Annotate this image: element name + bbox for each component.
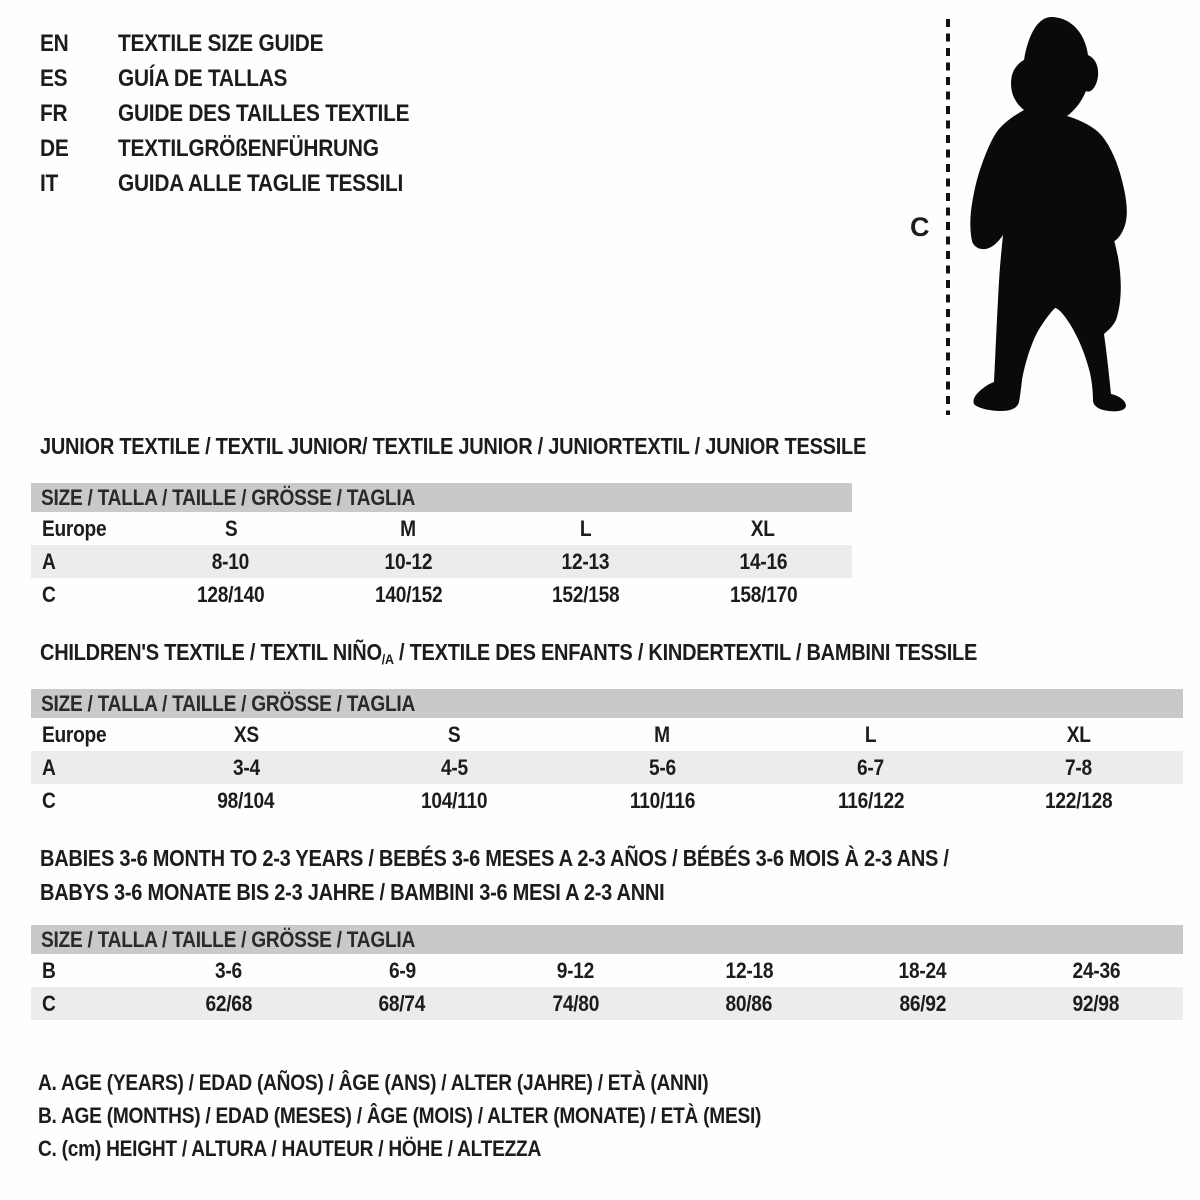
size-cell: 6-9 — [388, 957, 416, 983]
size-cell: 24-36 — [1072, 957, 1121, 983]
size-cell: 92/98 — [1072, 990, 1120, 1016]
row-label: A — [42, 548, 56, 574]
size-cell: 158/170 — [729, 581, 798, 607]
language-row: DE TEXTILGRÖßENFÜHRUNG — [40, 131, 453, 166]
table-row: A 3-4 4-5 5-6 6-7 7-8 — [31, 751, 1183, 784]
size-cell: S — [448, 721, 461, 747]
size-cell: 7-8 — [1065, 754, 1093, 780]
size-cell: XS — [233, 721, 259, 747]
language-code: ES — [40, 64, 68, 92]
row-label: Europe — [42, 721, 107, 747]
language-label: TEXTILGRÖßENFÜHRUNG — [118, 134, 379, 162]
table-row: C 128/140 140/152 152/158 158/170 — [31, 578, 852, 611]
size-cell: L — [864, 721, 877, 747]
size-cell: 18-24 — [898, 957, 947, 983]
babies-size-table: SIZE / TALLA / TAILLE / GRÖSSE / TAGLIA … — [31, 925, 1183, 1020]
size-cell: 86/92 — [899, 990, 947, 1016]
size-cell: 3-6 — [215, 957, 243, 983]
size-cell: M — [654, 721, 671, 747]
size-cell: 104/110 — [421, 787, 488, 813]
language-label: TEXTILE SIZE GUIDE — [118, 29, 324, 57]
footnote-b: B. AGE (MONTHS) / EDAD (MESES) / ÂGE (MO… — [38, 1102, 762, 1128]
language-code: IT — [40, 169, 59, 197]
size-cell: L — [580, 515, 592, 541]
section-title-babies-line2: BABYS 3-6 MONATE BIS 2-3 JAHRE / BAMBINI… — [40, 879, 665, 905]
size-cell: 4-5 — [440, 754, 468, 780]
size-cell: 14-16 — [739, 548, 788, 574]
table-row: Europe S M L XL — [31, 512, 852, 545]
table-row: Europe XS S M L XL — [31, 718, 1183, 751]
language-row: IT GUIDA ALLE TAGLIE TESSILI — [40, 166, 453, 201]
size-cell: 98/104 — [217, 787, 275, 813]
table-row: B 3-6 6-9 9-12 12-18 18-24 24-36 — [31, 954, 1183, 987]
footnote-c: C. (cm) HEIGHT / ALTURA / HAUTEUR / HÖHE… — [38, 1135, 542, 1161]
size-cell: XL — [751, 515, 776, 541]
size-cell: 110/116 — [629, 787, 696, 813]
table-row: C 98/104 104/110 110/116 116/122 122/128 — [31, 784, 1183, 817]
size-cell: 140/152 — [374, 581, 443, 607]
footnote-a: A. AGE (YEARS) / EDAD (AÑOS) / ÂGE (ANS)… — [38, 1069, 709, 1095]
size-cell: 9-12 — [557, 957, 595, 983]
size-cell: 6-7 — [857, 754, 885, 780]
size-cell: M — [400, 515, 417, 541]
table-row: A 8-10 10-12 12-13 14-16 — [31, 545, 852, 578]
size-cell: 128/140 — [197, 581, 265, 607]
size-cell: 12-13 — [561, 548, 610, 574]
size-cell: 62/68 — [205, 990, 253, 1016]
size-table-header: SIZE / TALLA / TAILLE / GRÖSSE / TAGLIA — [31, 689, 1183, 718]
row-label: C — [42, 990, 56, 1016]
row-label: C — [42, 581, 56, 607]
row-label: B — [42, 957, 56, 983]
language-row: ES GUÍA DE TALLAS — [40, 61, 453, 96]
size-cell: XL — [1066, 721, 1091, 747]
footnotes: A. AGE (YEARS) / EDAD (AÑOS) / ÂGE (ANS)… — [38, 1066, 869, 1165]
size-cell: 74/80 — [552, 990, 600, 1016]
toddler-silhouette-icon — [970, 17, 1127, 412]
language-label: GUIDE DES TAILLES TEXTILE — [118, 99, 410, 127]
junior-size-table: SIZE / TALLA / TAILLE / GRÖSSE / TAGLIA … — [31, 483, 852, 611]
language-label: GUIDA ALLE TAGLIE TESSILI — [118, 169, 404, 197]
section-title-junior: JUNIOR TEXTILE / TEXTIL JUNIOR/ TEXTILE … — [40, 433, 867, 459]
table-row: C 62/68 68/74 74/80 80/86 86/92 92/98 — [31, 987, 1183, 1020]
section-title-babies-line1: BABIES 3-6 MONTH TO 2-3 YEARS / BEBÉS 3-… — [40, 845, 949, 871]
size-table-header: SIZE / TALLA / TAILLE / GRÖSSE / TAGLIA — [31, 483, 852, 512]
size-cell: 10-12 — [384, 548, 433, 574]
children-size-table: SIZE / TALLA / TAILLE / GRÖSSE / TAGLIA … — [31, 689, 1183, 817]
height-measure-line — [946, 19, 950, 415]
section-title-children: CHILDREN'S TEXTILE / TEXTIL NIÑO/A / TEX… — [40, 639, 978, 668]
size-table-header: SIZE / TALLA / TAILLE / GRÖSSE / TAGLIA — [31, 925, 1183, 954]
language-row: EN TEXTILE SIZE GUIDE — [40, 26, 453, 61]
language-code: EN — [40, 29, 69, 57]
size-cell: 68/74 — [378, 990, 426, 1016]
size-cell: S — [224, 515, 238, 541]
row-label: C — [42, 787, 56, 813]
size-cell: 152/158 — [552, 581, 620, 607]
row-label: Europe — [42, 515, 107, 541]
height-measure-label: C — [910, 212, 930, 242]
size-cell: 5-6 — [649, 754, 676, 780]
language-label: GUÍA DE TALLAS — [118, 64, 288, 92]
language-code: FR — [40, 99, 68, 127]
size-cell: 80/86 — [725, 990, 773, 1016]
language-list: EN TEXTILE SIZE GUIDE ES GUÍA DE TALLAS … — [40, 26, 453, 201]
size-cell: 8-10 — [212, 548, 250, 574]
size-cell: 12-18 — [725, 957, 774, 983]
size-cell: 3-4 — [232, 754, 260, 780]
size-cell: 122/128 — [1045, 787, 1113, 813]
language-row: FR GUIDE DES TAILLES TEXTILE — [40, 96, 453, 131]
row-label: A — [42, 754, 56, 780]
size-cell: 116/122 — [837, 787, 905, 813]
language-code: DE — [40, 134, 69, 162]
